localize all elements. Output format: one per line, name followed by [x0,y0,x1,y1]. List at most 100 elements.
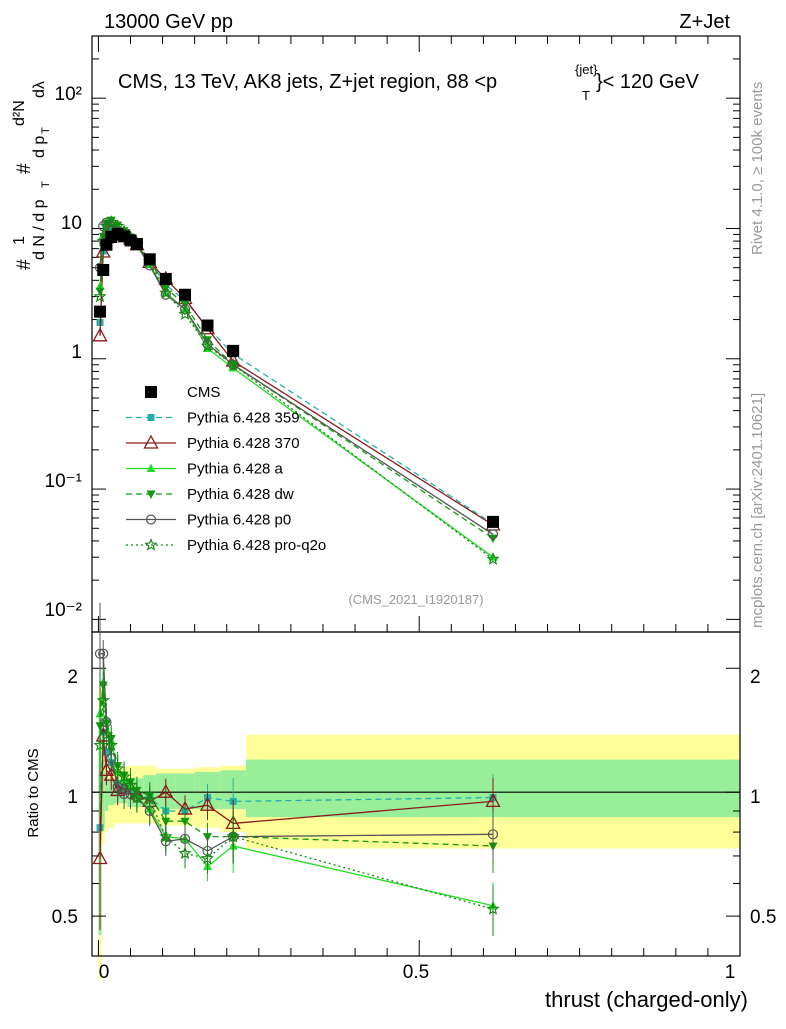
rivet-version-label: Rivet 4.1.0, ≥ 100k events [749,82,766,255]
series-pythia-6-428-pro-q2o-point [226,357,240,371]
series-pythia-6-428-p0-point [487,529,499,540]
svg-text:d²N: d²N [11,100,28,126]
stat-uncertainty-band [101,759,105,828]
x-axis-label: thrust (charged-only) [545,987,748,1012]
series-pythia-6-428-pro-q2o-point [104,215,118,228]
series-pythia-6-428-pro-q2o-ratio-point [130,790,144,804]
main-y-axis-label: # 1 d N / d p T # d p T d²N dλ [11,81,52,270]
series-pythia-6-428-pro-q2o-ratio-point [486,902,500,915]
series-pythia-6-428-pro-q2o-line [99,221,494,560]
main-ytick-label: 1 [71,342,82,363]
series-pythia-6-428-pro-q2o-point [93,289,107,303]
legend-entry-pythia-6-428-dw-marker [146,490,156,499]
series-pythia-6-428-pro-q2o-point [178,307,192,320]
svg-text:#: # [14,163,35,174]
xtick-label: 1 [725,962,736,983]
analysis-reference: (CMS_2021_I1920187) [348,592,483,607]
series-cms-point [159,272,172,285]
legend-entry-pythia-6-428-p0-label: Pythia 6.428 p0 [187,512,291,529]
svg-text:d p: d p [31,136,48,158]
ratio-uncertainty-bands [98,687,740,980]
main-ytick-label: 10² [55,84,82,105]
plot-title: CMS, 13 TeV, AK8 jets, Z+jet region, 88 … [118,62,700,103]
series-cms-point [94,305,107,318]
title-sub: T [582,88,590,103]
series-pythia-6-428-370-ratio-point [199,796,216,811]
series-pythia-6-428-dw-ratio-point [180,817,190,827]
legend-entry-pythia-6-428-pro-q2o-label: Pythia 6.428 pro-q2o [187,537,326,554]
series-pythia-6-428-pro-q2o-ratio-point [123,778,138,791]
energy-label: 13000 GeV pp [104,11,233,33]
series-cms-point [227,344,240,357]
process-label: Z+Jet [679,11,730,33]
series-pythia-6-428-dw-line [99,219,494,539]
title-end: }< 120 GeV [596,71,700,93]
axes-ticks [92,35,741,956]
ratio-series [92,602,501,937]
series-pythia-6-428-pro-q2o-point [486,552,500,565]
series-pythia-6-428-359-ratio-point [102,748,110,756]
series-pythia-6-428-pro-q2o-ratio-point [117,769,131,783]
title-sup: {jet} [575,62,598,77]
series-pythia-6-428-370-ratio-point [98,761,115,776]
series-pythia-6-428-pro-q2o-ratio-point [96,693,110,707]
ratio-ytick-label: 1 [67,787,78,808]
legend-entry-cms-marker [145,386,157,398]
mcplots-label: mcplots.cern.ch [arXiv:2401.10621] [749,393,766,628]
title-main: CMS, 13 TeV, AK8 jets, Z+jet region, 88 … [118,71,497,93]
series-cms-point [179,288,192,301]
series-pythia-6-428-pro-q2o-ratio-point [104,738,118,751]
series-pythia-6-428-p0-ratio-point [98,648,109,659]
legend: CMS Pythia 6.428 359 Pythia 6.428 370 Pythi… [126,384,326,554]
ratio-ytick-label-right: 1 [750,787,761,808]
ratio-ytick-label-right: 0.5 [750,907,776,928]
legend-entry-pythia-6-428-p0-marker [145,514,157,525]
legend-entry-pythia-6-428-359-label: Pythia 6.428 359 [187,410,300,427]
series-pythia-6-428-370-point [92,327,108,342]
series-cms-point [130,238,143,251]
series-pythia-6-428-pro-q2o-ratio-point [143,792,157,806]
legend-entry-pythia-6-428-359-marker [147,414,155,421]
series-pythia-6-428-p0-ratio-point [94,648,106,659]
legend-entry-pythia-6-428-dw-label: Pythia 6.428 dw [187,486,294,503]
series-pythia-6-428-p0-ratio-point [487,829,499,840]
legend-entry-cms-label: CMS [187,384,220,401]
series-cms-point [143,253,156,266]
main-series [92,215,501,565]
series-pythia-6-428-pro-q2o-ratio-point [159,829,173,843]
series-pythia-6-428-pro-q2o-ratio-point [178,846,192,860]
stat-uncertainty-band [175,773,195,810]
ratio-plot-frame [91,631,741,957]
svg-text:T: T [40,181,52,188]
series-pythia-6-428-370-ratio-point [485,792,501,808]
series-cms-point [201,319,214,332]
svg-text:dλ: dλ [31,81,48,98]
series-pythia-6-428-370-ratio-point [92,850,108,865]
series-pythia-6-428-370-ratio-point [158,783,174,798]
series-pythia-6-428-pro-q2o-ratio-point [226,829,240,843]
series-pythia-6-428-a-point [488,552,498,561]
svg-text:1: 1 [11,236,28,245]
legend-entry-pythia-6-428-370-label: Pythia 6.428 370 [187,435,300,452]
series-pythia-6-428-359-point [107,224,115,232]
series-pythia-6-428-pro-q2o-ratio-point [110,761,125,775]
svg-text:d N / d p: d N / d p [31,199,48,260]
stat-uncertainty-band [104,771,109,812]
ratio-y-axis-label: Ratio to CMS [25,748,42,837]
legend-entry-pythia-6-428-a-label: Pythia 6.428 a [187,461,284,478]
series-pythia-6-428-pro-q2o-point [159,285,173,299]
series-pythia-6-428-pro-q2o-ratio-line [99,700,494,910]
ratio-ytick-label: 0.5 [52,907,78,928]
legend-entry-pythia-6-428-pro-q2o-marker [144,537,158,551]
series-cms-point [97,264,110,277]
series-pythia-6-428-pro-q2o-ratio-point [99,727,114,741]
series-pythia-6-428-pro-q2o-point [200,339,215,352]
main-ytick-label: 10 [61,213,82,234]
series-pythia-6-428-dw-ratio-point [98,681,108,691]
series-pythia-6-428-dw-ratio-point [161,817,171,827]
svg-text:T: T [40,127,52,134]
ratio-ytick-label-right: 2 [750,667,761,688]
xtick-label: 0.5 [403,962,429,983]
main-ytick-label: 10⁻¹ [45,471,83,492]
